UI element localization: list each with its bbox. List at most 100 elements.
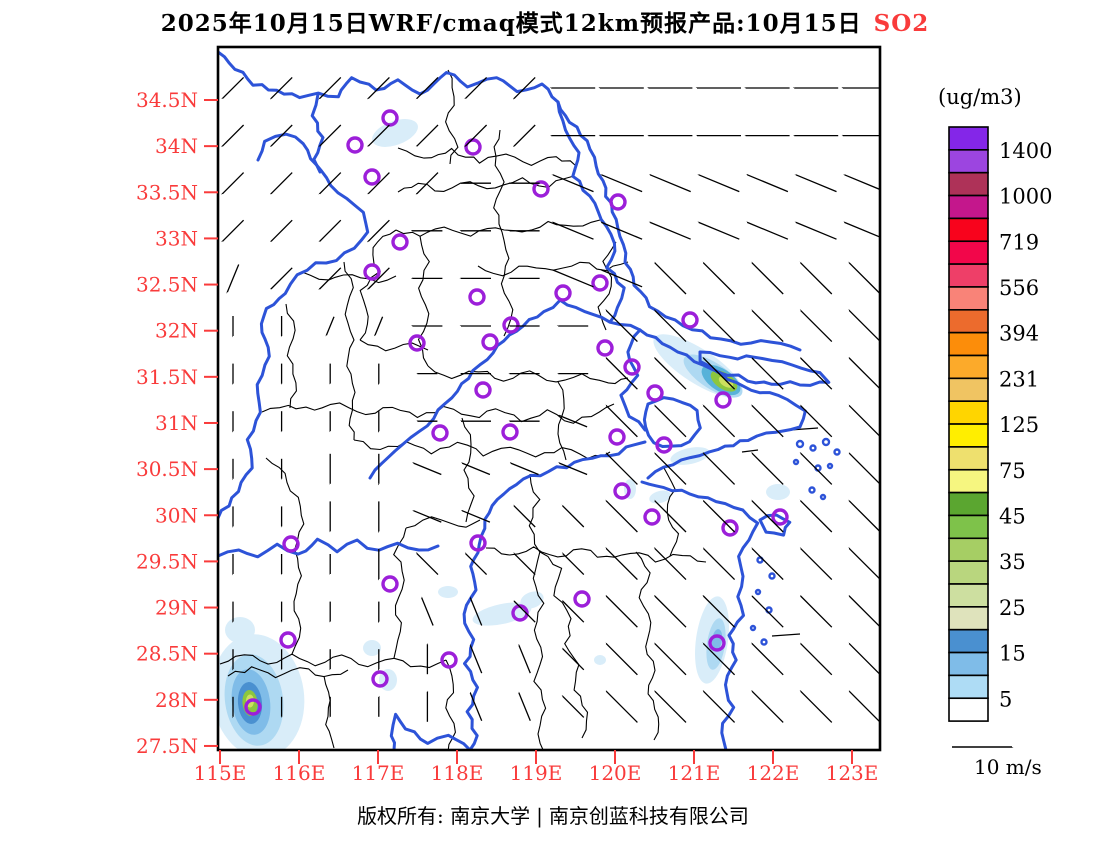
wind-vector-arrow <box>602 222 643 240</box>
so2-concentration-patch <box>363 640 381 656</box>
island-marker <box>795 439 805 449</box>
wind-vector-arrow <box>752 453 784 485</box>
city-marker <box>596 339 614 357</box>
wind-vector-arrow <box>849 310 880 343</box>
province-boundary-line <box>640 480 760 750</box>
legend-tick-label: 1400 <box>999 139 1052 163</box>
county-boundary-line <box>445 69 459 165</box>
wind-vector-arrow <box>747 175 789 193</box>
county-boundary-line <box>635 551 660 741</box>
lat-tick-label: 29.5N <box>136 549 198 573</box>
wind-vector-arrow <box>703 263 736 295</box>
coastal-dash-line <box>741 449 759 453</box>
coastal-dash-line <box>771 633 801 637</box>
title-species-text: SO2 <box>874 10 930 37</box>
city-marker <box>474 381 492 399</box>
so2-concentration-patch <box>225 617 255 643</box>
legend-color-cell <box>948 423 989 448</box>
wind-vector-arrow <box>368 219 390 241</box>
wind-vector-arrow <box>703 453 736 485</box>
legend-color-cell <box>948 606 989 631</box>
lon-tick-label: 117E <box>352 761 405 785</box>
wind-vector-arrow <box>703 406 736 438</box>
lon-tick-label: 119E <box>510 761 563 785</box>
wind-vector-arrow <box>320 172 342 194</box>
legend-tick-label: 15 <box>999 642 1026 666</box>
legend-color-cell <box>948 308 989 334</box>
province-boundary-line <box>642 396 702 448</box>
city-marker <box>532 180 550 198</box>
lon-tick-label: 120E <box>589 761 642 785</box>
lat-tick-label: 28.5N <box>136 642 198 666</box>
city-marker <box>391 233 409 251</box>
legend-color-cell <box>948 194 989 220</box>
wind-vector-arrow <box>563 601 585 623</box>
wind-vector-arrow <box>703 548 736 581</box>
wind-vector-arrow <box>417 124 439 146</box>
province-boundary-line <box>218 132 370 520</box>
wind-vector-arrow <box>368 124 390 146</box>
wind-vector-arrow <box>801 406 833 438</box>
county-boundary-line <box>557 381 567 461</box>
wind-vector-arrow <box>559 416 588 428</box>
wind-vector-arrow <box>703 596 736 628</box>
wind-vector-arrow <box>849 548 880 581</box>
wind-vector-arrow <box>271 76 293 98</box>
county-boundary-line <box>265 457 305 655</box>
county-boundary-line <box>285 303 297 409</box>
so2-concentration-patch <box>594 655 606 665</box>
wind-vector-arrow <box>563 696 585 718</box>
province-boundary-line <box>462 440 647 750</box>
wind-vector-arrow <box>320 219 342 241</box>
wind-vector-arrow <box>655 596 687 628</box>
lat-tick-label: 30N <box>155 503 198 527</box>
wind-vector-arrow <box>271 219 293 241</box>
wind-vector-arrow <box>752 691 784 723</box>
wind-vector-arrow <box>563 553 585 576</box>
island-marker <box>768 572 776 580</box>
wind-vector-arrow <box>222 219 245 241</box>
lat-tick-label: 32N <box>155 319 198 343</box>
so2-concentration-patch <box>438 586 458 598</box>
wind-vector-arrow <box>511 463 539 476</box>
lat-tick-label: 30.5N <box>136 457 198 481</box>
wind-vector-arrow <box>414 511 442 523</box>
wind-vector-arrow <box>602 270 643 288</box>
county-boundary-line <box>219 653 447 669</box>
wind-vector-arrow <box>563 506 585 528</box>
wind-vector-arrow <box>606 596 638 628</box>
wind-vector-arrow <box>801 453 833 485</box>
footer-copyright: 版权所有: 南京大学 | 南京创蓝科技有限公司 <box>357 804 749 829</box>
wind-vector-arrow <box>606 453 638 485</box>
city-marker <box>408 334 426 352</box>
wind-vector-arrow <box>414 463 442 476</box>
legend-color-cell <box>948 354 989 380</box>
county-boundary-line <box>485 546 707 563</box>
legend-tick-label: 1000 <box>999 185 1052 209</box>
province-boundary-line <box>368 298 642 480</box>
wind-vector-arrow <box>849 263 880 295</box>
wind-vector-arrow <box>606 691 638 723</box>
wind-vector-arrow <box>655 691 687 723</box>
wind-vector-arrow <box>845 222 880 238</box>
wind-vector-arrow <box>752 644 784 676</box>
city-marker <box>714 391 732 409</box>
lon-tick-label: 122E <box>747 761 800 785</box>
map-axes: 34.5N 34N 33.5N 33N 32.5N 32N 31.5N 31N 30.5N 30N… <box>136 88 878 785</box>
wind-vector-arrow <box>368 76 390 98</box>
county-boundary-line <box>353 439 611 460</box>
wind-vector-arrow <box>519 693 531 721</box>
wind-vector-arrow <box>801 691 833 723</box>
wind-vector-arrow <box>752 406 784 438</box>
legend-color-cell <box>948 651 989 677</box>
wind-vector-arrow <box>368 172 390 194</box>
wind-vector-arrow <box>849 501 880 533</box>
province-boundary-line <box>310 92 325 174</box>
wind-vector-arrow <box>703 358 736 390</box>
city-marker <box>346 136 364 154</box>
legend-tick-label: 45 <box>999 505 1026 529</box>
wind-vector-arrow <box>462 511 491 523</box>
wind-vector-arrow <box>320 124 342 146</box>
province-boundary-line <box>218 537 440 559</box>
wind-vector-arrow <box>801 263 833 295</box>
